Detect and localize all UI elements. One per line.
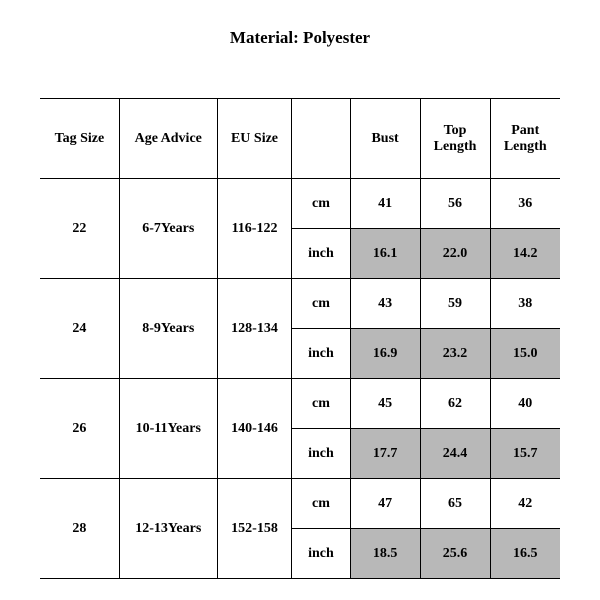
cell-eu: 152-158: [217, 479, 292, 579]
cell-top: 62: [420, 379, 490, 429]
col-age-advice: Age Advice: [119, 99, 217, 179]
cell-pant: 15.7: [490, 429, 560, 479]
cell-bust: 45: [350, 379, 420, 429]
cell-unit: inch: [292, 329, 350, 379]
cell-pant: 16.5: [490, 529, 560, 579]
col-tag-size: Tag Size: [40, 99, 119, 179]
size-chart: Tag Size Age Advice EU Size Bust Top Len…: [40, 98, 560, 579]
cell-pant: 36: [490, 179, 560, 229]
cell-bust: 17.7: [350, 429, 420, 479]
col-eu-size: EU Size: [217, 99, 292, 179]
cell-age: 12-13Years: [119, 479, 217, 579]
cell-top: 65: [420, 479, 490, 529]
cell-unit: cm: [292, 479, 350, 529]
cell-tag: 26: [40, 379, 119, 479]
cell-tag: 28: [40, 479, 119, 579]
table-row: 24 8-9Years 128-134 cm 43 59 38: [40, 279, 560, 329]
cell-bust: 43: [350, 279, 420, 329]
table-body: 22 6-7Years 116-122 cm 41 56 36 inch 16.…: [40, 179, 560, 579]
cell-age: 8-9Years: [119, 279, 217, 379]
cell-pant: 38: [490, 279, 560, 329]
cell-age: 10-11Years: [119, 379, 217, 479]
cell-unit: cm: [292, 279, 350, 329]
cell-pant: 40: [490, 379, 560, 429]
cell-unit: inch: [292, 529, 350, 579]
cell-unit: inch: [292, 429, 350, 479]
cell-pant: 14.2: [490, 229, 560, 279]
table-header-row: Tag Size Age Advice EU Size Bust Top Len…: [40, 99, 560, 179]
cell-age: 6-7Years: [119, 179, 217, 279]
cell-bust: 41: [350, 179, 420, 229]
cell-eu: 116-122: [217, 179, 292, 279]
cell-unit: cm: [292, 379, 350, 429]
cell-top: 56: [420, 179, 490, 229]
cell-top: 59: [420, 279, 490, 329]
cell-top: 23.2: [420, 329, 490, 379]
col-unit: [292, 99, 350, 179]
cell-top: 25.6: [420, 529, 490, 579]
page: Material: Polyester Tag Size Age Advice …: [0, 0, 600, 600]
cell-unit: inch: [292, 229, 350, 279]
col-top-length: Top Length: [420, 99, 490, 179]
cell-bust: 16.9: [350, 329, 420, 379]
cell-bust: 16.1: [350, 229, 420, 279]
size-table: Tag Size Age Advice EU Size Bust Top Len…: [40, 98, 560, 579]
cell-bust: 18.5: [350, 529, 420, 579]
cell-pant: 42: [490, 479, 560, 529]
col-pant-length: Pant Length: [490, 99, 560, 179]
table-row: 26 10-11Years 140-146 cm 45 62 40: [40, 379, 560, 429]
cell-bust: 47: [350, 479, 420, 529]
cell-pant: 15.0: [490, 329, 560, 379]
cell-eu: 140-146: [217, 379, 292, 479]
table-row: 22 6-7Years 116-122 cm 41 56 36: [40, 179, 560, 229]
page-title: Material: Polyester: [0, 28, 600, 48]
cell-unit: cm: [292, 179, 350, 229]
cell-top: 24.4: [420, 429, 490, 479]
cell-eu: 128-134: [217, 279, 292, 379]
cell-top: 22.0: [420, 229, 490, 279]
cell-tag: 24: [40, 279, 119, 379]
table-row: 28 12-13Years 152-158 cm 47 65 42: [40, 479, 560, 529]
col-bust: Bust: [350, 99, 420, 179]
cell-tag: 22: [40, 179, 119, 279]
